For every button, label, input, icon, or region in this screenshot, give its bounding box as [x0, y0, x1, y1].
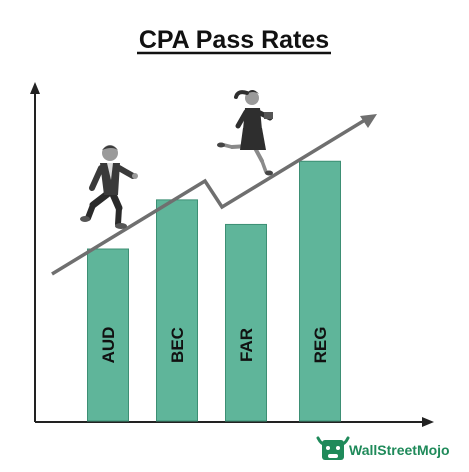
- bar-series: AUD BEC FAR REG: [87, 160, 341, 422]
- man-running-figure: [80, 145, 138, 229]
- x-axis-arrowhead: [422, 417, 434, 427]
- bar-label-far: FAR: [237, 328, 256, 362]
- bar-aud: [87, 248, 129, 422]
- bar-label-reg: REG: [311, 327, 330, 364]
- trend-line: [51, 118, 366, 276]
- bar-far: [225, 223, 267, 422]
- woman-running-figure: [217, 90, 273, 176]
- bar-label-aud: AUD: [99, 327, 118, 364]
- trend-arrow: [51, 114, 377, 276]
- bull-logo-icon: [316, 436, 350, 460]
- bar-label-bec: BEC: [168, 327, 187, 363]
- bar-bec: [156, 199, 198, 422]
- brand-name: WallStreetMojo: [349, 442, 450, 458]
- brand-logo: WallStreetMojo: [316, 436, 450, 460]
- bar-reg: [299, 160, 341, 422]
- trend-arrowhead: [360, 114, 377, 128]
- chart-title: CPA Pass Rates: [139, 26, 329, 54]
- axes: [30, 82, 434, 427]
- y-axis-arrowhead: [30, 82, 40, 94]
